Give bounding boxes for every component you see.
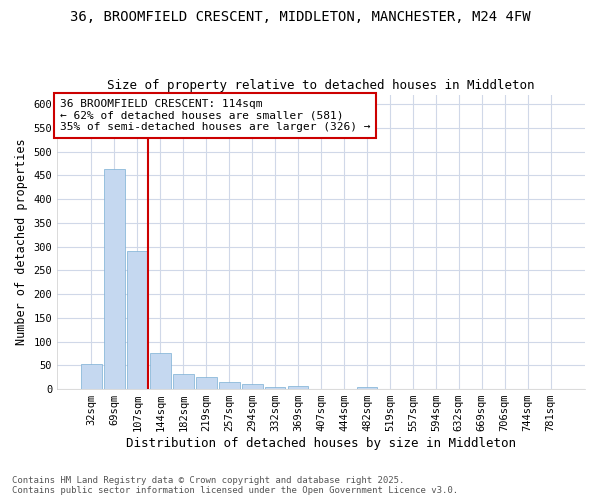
Bar xyxy=(242,384,263,389)
Bar xyxy=(104,169,125,389)
Bar xyxy=(173,374,194,389)
Bar xyxy=(127,252,148,389)
Bar xyxy=(356,386,377,389)
Bar xyxy=(219,382,239,389)
Text: 36, BROOMFIELD CRESCENT, MIDDLETON, MANCHESTER, M24 4FW: 36, BROOMFIELD CRESCENT, MIDDLETON, MANC… xyxy=(70,10,530,24)
X-axis label: Distribution of detached houses by size in Middleton: Distribution of detached houses by size … xyxy=(126,437,516,450)
Title: Size of property relative to detached houses in Middleton: Size of property relative to detached ho… xyxy=(107,79,535,92)
Text: Contains HM Land Registry data © Crown copyright and database right 2025.
Contai: Contains HM Land Registry data © Crown c… xyxy=(12,476,458,495)
Y-axis label: Number of detached properties: Number of detached properties xyxy=(15,138,28,345)
Text: 36 BROOMFIELD CRESCENT: 114sqm
← 62% of detached houses are smaller (581)
35% of: 36 BROOMFIELD CRESCENT: 114sqm ← 62% of … xyxy=(60,99,370,132)
Bar xyxy=(81,364,102,389)
Bar xyxy=(150,352,171,389)
Bar xyxy=(196,377,217,389)
Bar xyxy=(265,386,286,389)
Bar xyxy=(288,386,308,389)
